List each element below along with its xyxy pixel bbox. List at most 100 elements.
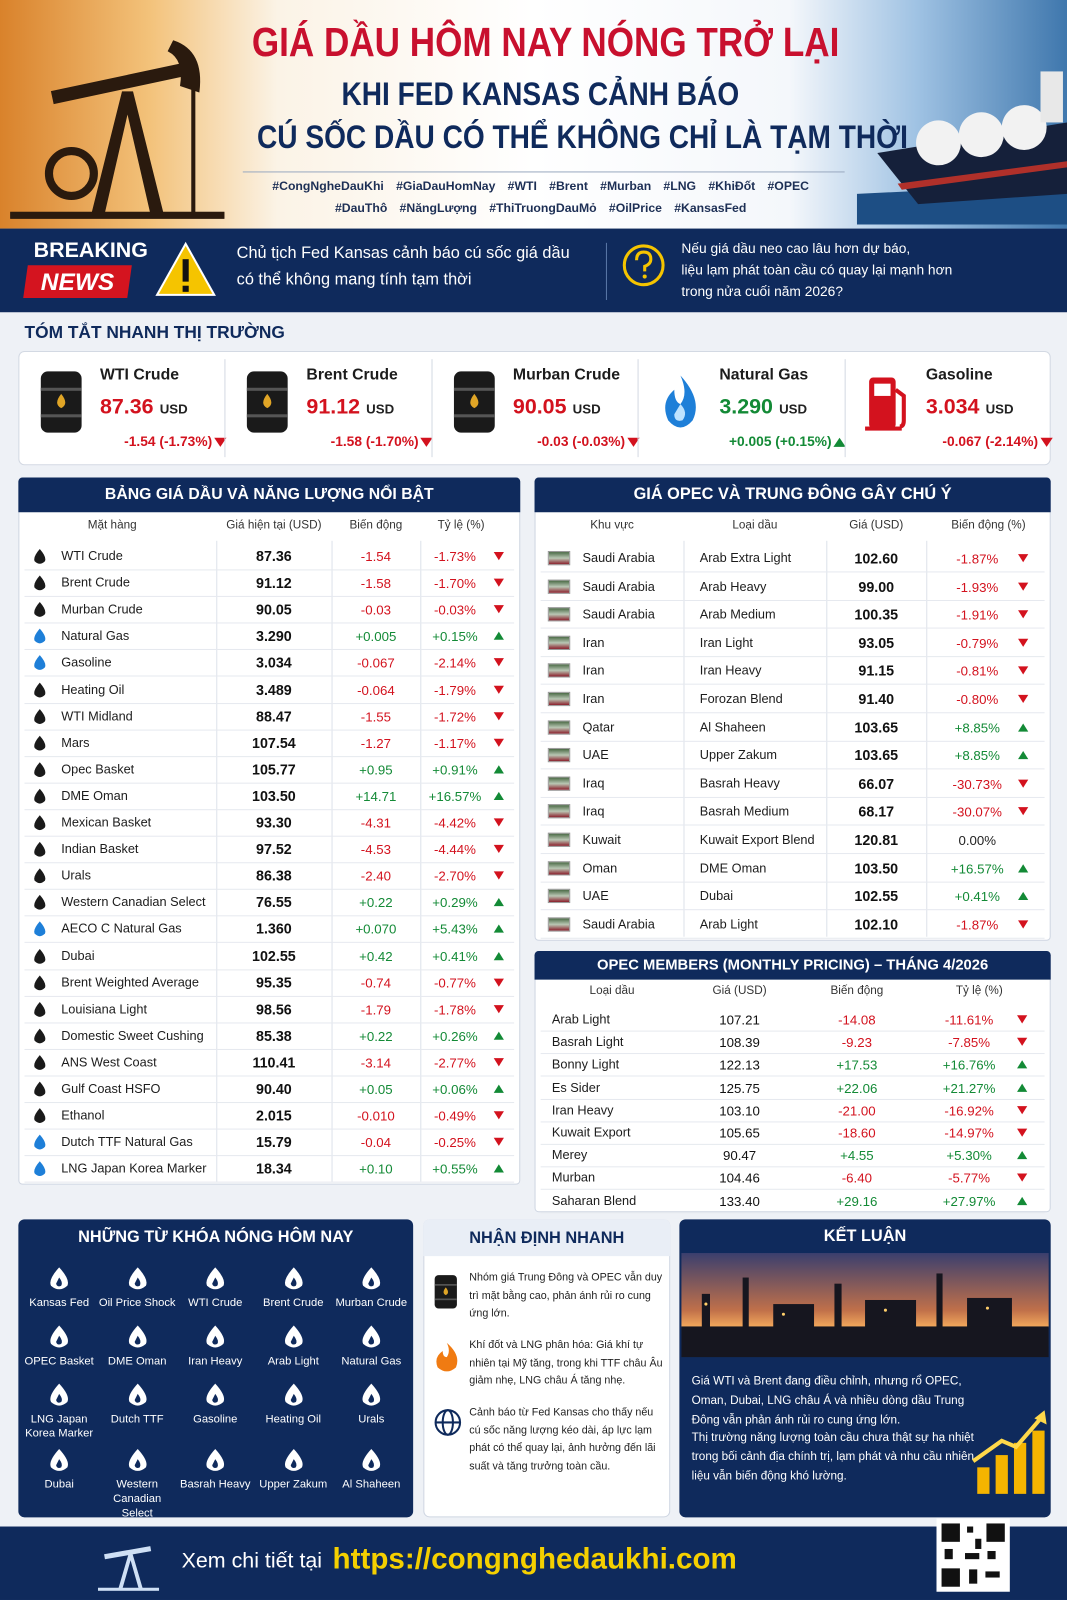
- change-pct: -0.81%: [956, 663, 999, 679]
- change-pct: 0.00%: [958, 832, 997, 848]
- card-unit: USD: [159, 401, 188, 417]
- icon-part: [977, 1467, 990, 1494]
- commodity-name: Heating Oil: [61, 682, 125, 697]
- icon-part: [40, 387, 82, 391]
- icon-part: [263, 393, 272, 409]
- keyword-label: OPEC Basket: [24, 1355, 94, 1368]
- hashtag: #KansasFed: [674, 201, 747, 216]
- price: 102.55: [252, 947, 296, 964]
- icon-part: [434, 1298, 457, 1301]
- icon-part: [34, 575, 46, 591]
- hashtag: #Brent: [549, 178, 588, 193]
- card-icon: [658, 369, 703, 434]
- change: -4.53: [360, 841, 392, 858]
- change-pct: +0.41%: [432, 948, 478, 964]
- icon-part: [34, 682, 46, 697]
- icon-part: [967, 1297, 1012, 1331]
- grade: Kuwait Export Blend: [699, 832, 815, 847]
- icon-part: [34, 1161, 46, 1177]
- keyword-label: Murban Crude: [335, 1296, 408, 1310]
- change: -1.55: [360, 708, 392, 725]
- change-pct: -11.61%: [944, 1012, 994, 1028]
- change: +0.42: [359, 948, 393, 964]
- price: 103.50: [854, 859, 899, 877]
- price: 105.65: [719, 1125, 760, 1141]
- icon-part: [34, 895, 46, 910]
- change-pct: -1.79%: [433, 682, 476, 698]
- change-pct: +0.26%: [432, 1028, 478, 1044]
- row-divider: [24, 1155, 515, 1157]
- icon-part: [34, 921, 46, 937]
- commodity-name: Louisiana Light: [61, 1001, 148, 1016]
- icon-part: [247, 387, 289, 391]
- arrow-up: [1018, 892, 1029, 901]
- arrow-up: [493, 631, 504, 641]
- column-header: Khu vực: [590, 519, 634, 532]
- change: -21.00: [838, 1102, 876, 1119]
- table-title-bar: [534, 951, 1051, 980]
- question-bubble: [622, 244, 665, 287]
- icon-part: [665, 375, 697, 428]
- icon-part: [368, 1335, 375, 1345]
- card-change: -1.58 (-1.70%): [330, 433, 419, 449]
- commodity-name: Brent Crude: [61, 575, 130, 590]
- row-icon: [33, 921, 47, 937]
- card-change: +0.005 (+0.15%): [728, 433, 832, 449]
- icon-part: [864, 426, 902, 431]
- icon-part: [34, 655, 46, 671]
- column-header: Tỷ lệ (%): [955, 984, 1003, 997]
- row-icon: [33, 681, 47, 697]
- icon-part: [1032, 1430, 1045, 1494]
- footer-url[interactable]: https://congnghedaukhi.com: [332, 1542, 737, 1576]
- grade: Arab Medium: [699, 607, 776, 622]
- change: +4.55: [840, 1148, 874, 1164]
- icon-part: [1013, 1442, 1027, 1494]
- flag: [547, 860, 571, 876]
- card-price-row: 3.034 USD: [926, 395, 1048, 419]
- row-divider: [24, 649, 515, 651]
- flag: [547, 776, 571, 791]
- icon-part: [212, 1277, 218, 1287]
- card-price: 3.034: [925, 394, 980, 419]
- change-pct: -1.93%: [956, 579, 999, 595]
- grade: Merey: [551, 1148, 588, 1163]
- change: -1.54: [360, 548, 392, 565]
- qr-code: [936, 1518, 1010, 1592]
- change: -6.40: [841, 1170, 872, 1187]
- icon-part: [284, 1325, 303, 1348]
- icon-part: [34, 1001, 46, 1017]
- commodity-name: Ethanol: [61, 1108, 105, 1123]
- qr-module: [987, 1551, 996, 1560]
- price: 98.56: [256, 1000, 292, 1018]
- icon-part: [40, 371, 82, 433]
- card-icon: [864, 369, 910, 434]
- keyword-icon: [47, 1265, 71, 1292]
- change-pct: -1.78%: [433, 1001, 476, 1018]
- icon-part: [57, 393, 66, 409]
- arrow-down: [420, 437, 433, 447]
- row-divider: [24, 1128, 515, 1130]
- price: 102.10: [854, 916, 899, 933]
- footer-ground: [97, 1587, 160, 1591]
- card-icon: [452, 369, 497, 434]
- row-divider: [540, 571, 1045, 573]
- row-divider: [540, 1211, 1045, 1213]
- flag: [547, 748, 571, 763]
- arrow-down: [493, 844, 504, 854]
- grade: Iran Light: [699, 635, 753, 650]
- arrow-down: [493, 1058, 504, 1067]
- row-icon: [33, 548, 47, 564]
- lng-tank: [1001, 105, 1047, 150]
- arrow-down: [493, 605, 504, 614]
- icon-part: [34, 815, 46, 831]
- commodity-name: Mexican Basket: [61, 815, 152, 830]
- keyword-icon: [47, 1447, 71, 1474]
- column-header: Giá hiện tại (USD): [226, 519, 322, 532]
- icon-part: [434, 1275, 457, 1309]
- change: -0.010: [357, 1108, 395, 1124]
- icon-part: [134, 1277, 140, 1287]
- hashtag: #OPEC: [767, 178, 810, 193]
- change: -0.03: [360, 602, 392, 618]
- region: Saudi Arabia: [582, 551, 655, 566]
